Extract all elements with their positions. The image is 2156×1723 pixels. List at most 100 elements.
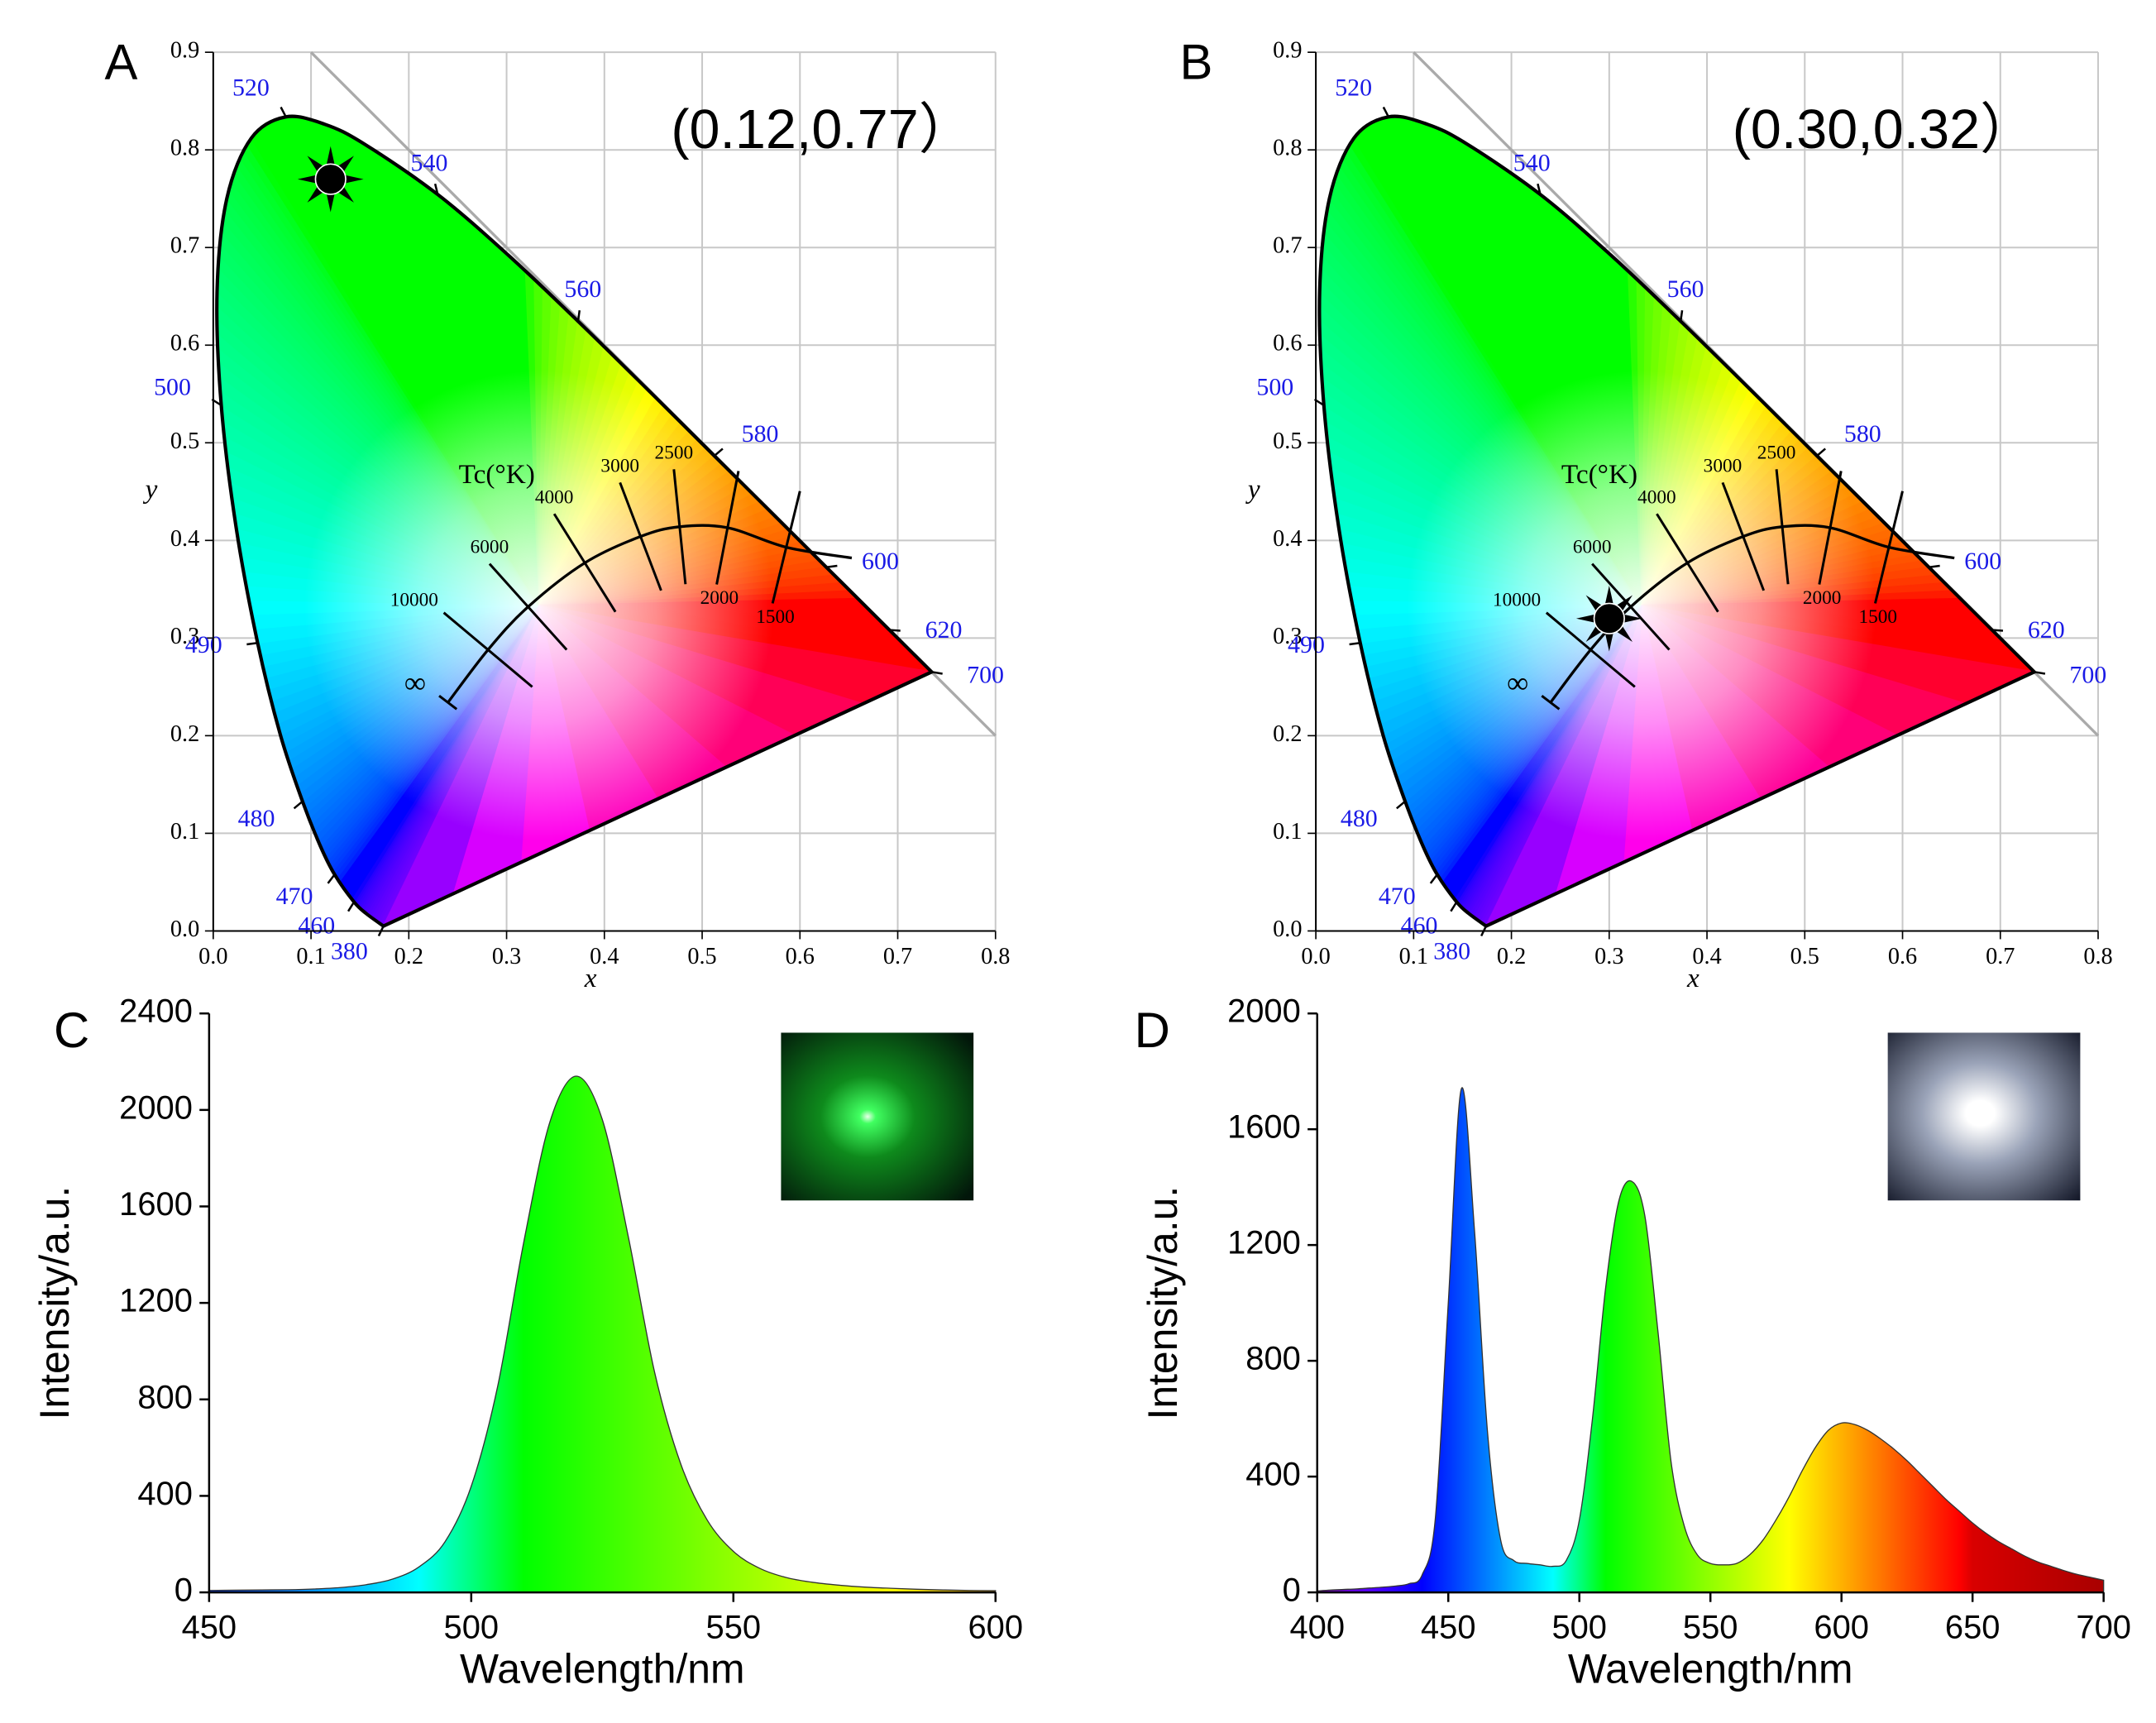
- y-tick-label: 1600: [119, 1186, 193, 1223]
- locus-tick: [246, 642, 258, 646]
- locus-tick: [1537, 183, 1542, 195]
- panel-label: B: [1180, 35, 1213, 90]
- wavelength-label: 700: [2069, 661, 2106, 688]
- x-tick-label: 0.0: [1301, 944, 1330, 969]
- spectrum-area: [208, 1075, 997, 1593]
- x-tick-label: 500: [444, 1609, 500, 1645]
- locus-tick: [1991, 629, 2004, 632]
- wavelength-label: 600: [1964, 548, 2001, 575]
- x-tick-label: 650: [1945, 1609, 2001, 1645]
- x-tick-label: 0.0: [198, 944, 227, 969]
- x-tick-label: 550: [706, 1609, 762, 1645]
- wavelength-label: 540: [1513, 149, 1551, 176]
- isotherm: [771, 491, 801, 604]
- wavelength-label: 480: [238, 805, 275, 832]
- x-tick-label: 0.4: [1692, 944, 1721, 969]
- y-tick-label: 0.5: [170, 428, 199, 454]
- locus-tick: [2034, 671, 2046, 675]
- y-tick-label: 800: [137, 1379, 193, 1415]
- locus-tick: [889, 629, 901, 632]
- x-tick-label: 700: [2076, 1609, 2131, 1645]
- x-tick-label: 450: [1421, 1609, 1476, 1645]
- x-axis-title: Wavelength/nm: [1568, 1646, 1853, 1692]
- y-tick-label: 0.8: [170, 136, 199, 161]
- temperature-label: 4000: [1637, 486, 1676, 508]
- y-tick-label: 0.9: [1273, 38, 1302, 64]
- locus-tick: [293, 800, 304, 810]
- temperature-label: 2000: [700, 587, 739, 609]
- x-tick-label: 600: [1814, 1609, 1869, 1645]
- x-tick-label: 0.7: [883, 944, 912, 969]
- point-marker: [314, 163, 347, 195]
- wavelength-label: 460: [1401, 912, 1438, 939]
- panel-label: D: [1135, 1003, 1170, 1058]
- temperature-label: 3000: [1704, 455, 1742, 476]
- temperature-label: 10000: [1493, 590, 1541, 611]
- y-tick-label: 0.1: [1273, 819, 1302, 845]
- wavelength-label: 470: [1379, 883, 1416, 910]
- wavelength-label: 520: [232, 74, 270, 102]
- y-tick-label: 1200: [1227, 1225, 1301, 1261]
- wavelength-label: 580: [742, 420, 779, 448]
- locus-tick: [1816, 448, 1826, 457]
- wavelength-label: 620: [925, 616, 963, 644]
- temperature-label: 10000: [390, 590, 438, 611]
- wavelength-label: 480: [1341, 805, 1378, 832]
- y-tick-label: 0.4: [170, 526, 199, 552]
- locus-tick: [280, 106, 287, 117]
- panel-label: C: [54, 1003, 89, 1058]
- locus-tick: [931, 671, 943, 675]
- temperature-label: ∞: [404, 666, 426, 700]
- temperature-label: 2500: [655, 442, 694, 463]
- isotherm: [438, 695, 458, 711]
- temperature-label: 4000: [535, 486, 574, 508]
- temperature-label: 6000: [471, 537, 509, 558]
- y-tick-label: 2000: [1227, 993, 1301, 1030]
- y-tick-label: 0.3: [1273, 624, 1302, 649]
- isotherm: [715, 471, 740, 585]
- y-tick-label: 0.7: [1273, 233, 1302, 259]
- isotherm: [1545, 611, 1636, 688]
- y-tick-label: 0.0: [170, 917, 199, 942]
- isotherm: [619, 481, 662, 591]
- locus-tick: [347, 901, 356, 912]
- x-tick-label: 0.8: [2083, 944, 2112, 969]
- inset-photo: [781, 1032, 974, 1201]
- x-tick-label: 0.8: [981, 944, 1010, 969]
- y-tick-label: 800: [1245, 1341, 1301, 1377]
- y-tick-label: 0.4: [1273, 526, 1302, 552]
- wavelength-label: 520: [1335, 74, 1372, 102]
- y-axis-title: Intensity/a.u.: [31, 1186, 78, 1420]
- y-axis-title: y: [143, 474, 158, 505]
- planckian-locus: [447, 524, 853, 704]
- y-tick-label: 0.5: [1273, 428, 1302, 454]
- y-tick-label: 0.0: [1273, 917, 1302, 942]
- locus-tick: [1382, 106, 1390, 117]
- planck-title: Tc(°K): [459, 459, 535, 490]
- isotherm: [672, 469, 687, 585]
- locus-tick: [714, 448, 724, 457]
- x-tick-label: 0.2: [394, 944, 423, 969]
- isotherm: [1721, 481, 1766, 591]
- x-tick-label: 0.1: [296, 944, 325, 969]
- x-axis-title: x: [1686, 963, 1699, 993]
- isotherm: [1873, 491, 1904, 604]
- locus-tick: [1929, 564, 1940, 569]
- isotherm: [1591, 562, 1671, 651]
- isotherm: [442, 611, 533, 688]
- y-tick-label: 0: [174, 1572, 193, 1609]
- inset-photo: [1887, 1032, 2081, 1201]
- wavelength-label: 460: [298, 912, 335, 939]
- wavelength-label: 600: [862, 548, 899, 575]
- wavelength-label: 500: [1256, 373, 1293, 400]
- x-tick-label: 0.3: [492, 944, 521, 969]
- y-tick-label: 0.2: [170, 721, 199, 747]
- spectrum-area: [1317, 1087, 2105, 1593]
- isotherm: [1818, 471, 1843, 585]
- y-tick-label: 0.1: [170, 819, 199, 845]
- coordinate-annotation: (0.12,0.77）: [671, 99, 973, 160]
- temperature-label: 3000: [600, 455, 639, 476]
- isotherm: [1656, 513, 1719, 613]
